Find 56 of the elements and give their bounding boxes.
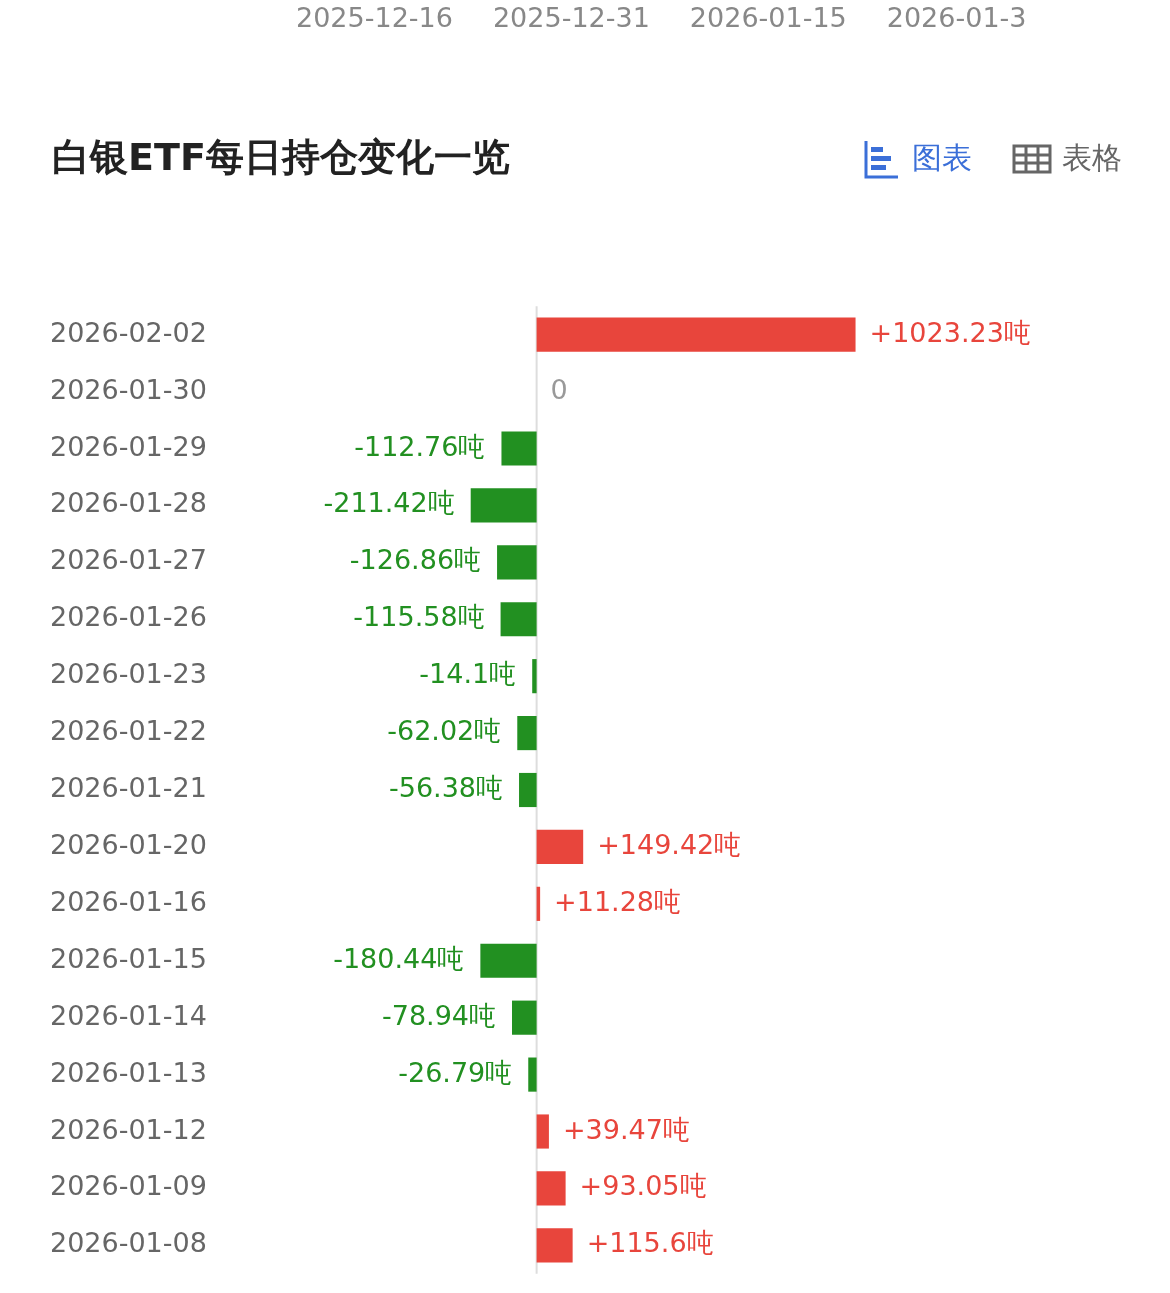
y-tick-label: 2026-01-30 <box>49 373 207 405</box>
data-label: +39.47吨 <box>562 1113 690 1145</box>
text: 图表 <box>912 139 972 177</box>
y-tick-label: 2026-01-26 <box>49 601 207 633</box>
y-tick-label: 2026-01-29 <box>49 430 207 462</box>
y-tick-label: 2026-01-23 <box>49 658 207 690</box>
text: 2025-12-31 <box>492 2 650 34</box>
data-label: -115.58吨 <box>353 601 485 633</box>
data-label: 0 <box>550 373 568 405</box>
data-label: +93.05吨 <box>579 1170 707 1202</box>
y-tick-label: 2026-01-14 <box>49 999 207 1031</box>
data-label: -26.79吨 <box>398 1056 513 1088</box>
data-label: +115.6吨 <box>586 1227 714 1259</box>
data-label: -14.1吨 <box>419 658 517 690</box>
y-tick-label: 2026-01-12 <box>49 1113 207 1145</box>
bar <box>536 317 856 352</box>
y-tick-label: 2026-01-20 <box>49 828 207 860</box>
bar <box>536 829 584 864</box>
data-label: +149.42吨 <box>597 828 742 860</box>
text: 2026-01-15 <box>689 2 847 34</box>
bar <box>470 488 537 523</box>
bar <box>528 1057 537 1092</box>
y-tick-label: 2026-01-27 <box>49 544 207 576</box>
y-tick-label: 2026-01-16 <box>49 885 207 917</box>
bar <box>536 1114 549 1149</box>
data-label: -56.38吨 <box>388 772 504 804</box>
y-tick-label: 2026-01-08 <box>49 1227 207 1259</box>
data-label: +11.28吨 <box>554 885 682 917</box>
data-label: -78.94吨 <box>381 999 496 1031</box>
y-tick-label: 2026-01-15 <box>49 942 207 974</box>
bar <box>480 943 537 978</box>
y-tick-label: 2026-01-21 <box>49 772 207 804</box>
text: 2026-01-3 <box>886 2 1027 34</box>
bar <box>501 431 537 466</box>
bar <box>536 1171 566 1206</box>
text: 2025-12-16 <box>296 2 453 34</box>
bar <box>536 1228 573 1263</box>
y-tick-label: 2026-01-13 <box>49 1056 207 1088</box>
text: 表格 <box>1062 139 1122 177</box>
y-tick-label: 2026-01-09 <box>49 1170 207 1202</box>
data-label: +1023.23吨 <box>869 316 1031 348</box>
data-label: -180.44吨 <box>333 942 465 974</box>
y-tick-label: 2026-02-02 <box>49 316 207 348</box>
bar <box>500 602 537 637</box>
chart-title: 白银ETF每日持仓变化一览 <box>52 134 510 181</box>
y-tick-label: 2026-01-28 <box>49 487 207 519</box>
data-label: -112.76吨 <box>354 430 486 462</box>
y-tick-label: 2026-01-22 <box>49 715 207 747</box>
bar <box>512 1000 537 1035</box>
data-label: -211.42吨 <box>323 487 455 519</box>
bar <box>517 716 537 751</box>
bar <box>519 772 537 808</box>
data-label: -62.02吨 <box>387 715 502 747</box>
bar <box>497 545 537 580</box>
data-label: -126.86吨 <box>349 544 482 576</box>
bar <box>532 659 537 694</box>
